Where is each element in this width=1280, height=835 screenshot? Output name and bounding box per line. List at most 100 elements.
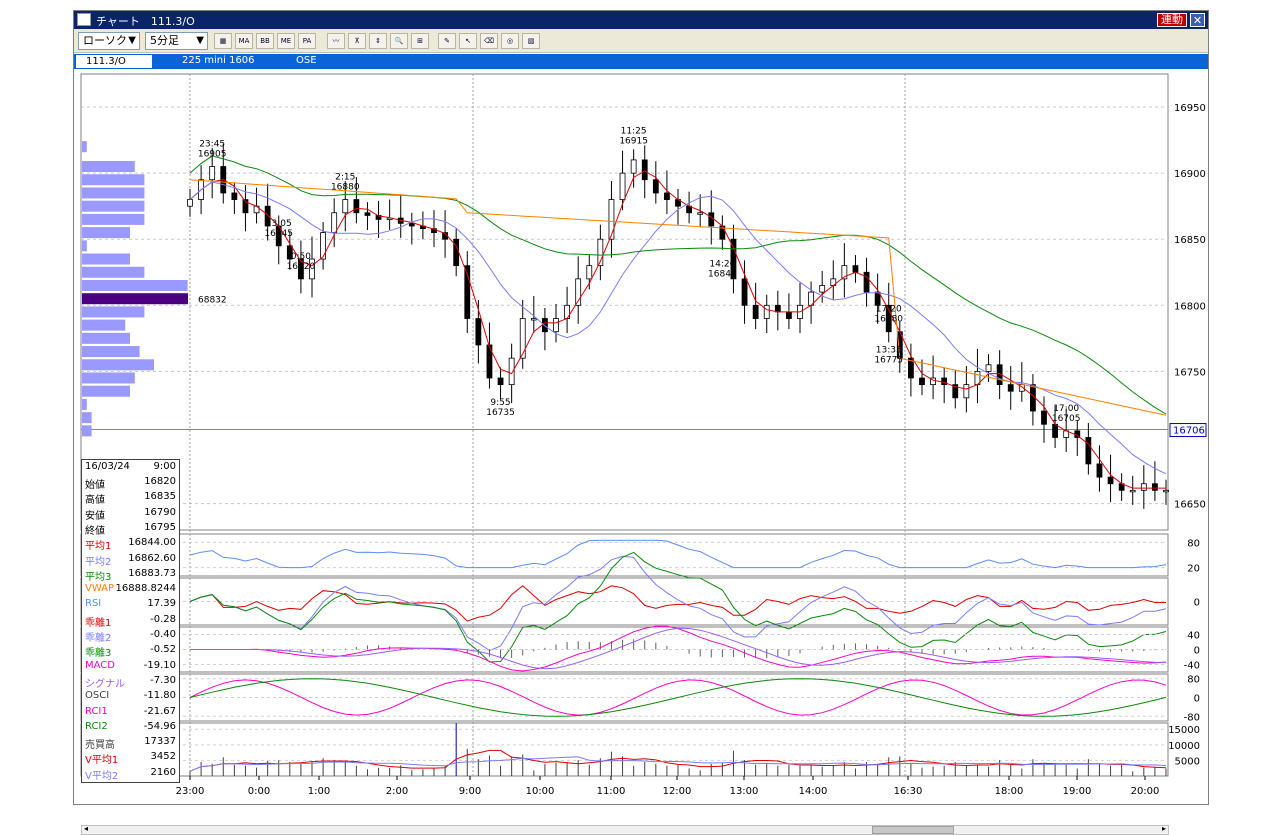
candle-down [231, 192, 238, 200]
macd-tick-label: -40 [1184, 661, 1200, 672]
profile-bar [82, 359, 154, 371]
annotation-price: 16905 [198, 150, 227, 160]
toolbar-indicator-icon[interactable]: ⊞ [411, 33, 429, 49]
close-button[interactable]: ✕ [1190, 13, 1205, 27]
signal-line [190, 627, 1167, 670]
toolbar-ma-icon[interactable]: MA [235, 33, 253, 49]
profile-bar [82, 161, 135, 173]
scroll-thumb[interactable] [872, 826, 954, 834]
candle-up [320, 232, 326, 260]
chart-type-dropdown[interactable]: ローソク ▼ [78, 32, 140, 50]
candle-up [575, 278, 582, 306]
annotation-time: 17:20 [876, 305, 902, 315]
scroll-right-icon[interactable]: ▸ [1161, 824, 1166, 833]
annotation-time: 13:35 [876, 345, 902, 355]
volume-ma2-line [189, 756, 1167, 772]
annotation-price: 16820 [287, 262, 316, 272]
interval-dropdown[interactable]: 5分足 ▼ [145, 32, 208, 50]
data-row-value: -0.28 [150, 613, 176, 625]
deviation3-line [189, 551, 1167, 663]
annotation-price: 16880 [331, 183, 360, 193]
time-tick-label: 11:00 [597, 786, 626, 797]
sync-button[interactable]: 連動 [1157, 13, 1187, 27]
toolbar-chart-settings-icon[interactable]: ▦ [214, 33, 232, 49]
candle-up [597, 238, 604, 267]
candle-down [652, 179, 659, 194]
profile-bar [82, 425, 92, 437]
volume-tick-label: 15000 [1168, 725, 1200, 736]
toolbar-pen-icon[interactable]: ✎ [438, 33, 456, 49]
annotation-price: 16705 [1052, 414, 1081, 424]
instrument-name: 225 mini 1606 [182, 55, 255, 66]
toolbar-high-low-icon[interactable]: ⊼ [348, 33, 366, 49]
vwap-line [189, 179, 1167, 416]
profile-bar [82, 174, 145, 186]
toolbar-me-icon[interactable]: ME [277, 33, 295, 49]
toolbar-pointer-icon[interactable]: ↖ [459, 33, 477, 49]
time-tick-label: 19:00 [1063, 786, 1092, 797]
data-row-label: RSI [85, 598, 102, 610]
annotation-time: 23:05 [266, 219, 292, 229]
candle-up [508, 357, 515, 386]
candle-up [187, 199, 193, 207]
candle-up [342, 199, 349, 214]
data-row-label: 高値 [85, 495, 105, 507]
annotation-price: 16735 [486, 408, 515, 418]
data-row: 始値 16820 [82, 476, 179, 491]
window-title: チャート 111.3/O [96, 15, 195, 28]
chevron-down-icon: ▼ [196, 35, 204, 46]
data-row: 高値 16835 [82, 491, 179, 506]
candle-down [542, 318, 548, 333]
profile-bar [82, 346, 140, 358]
candle-up [608, 199, 615, 240]
chart-canvas[interactable]: 16950 16900 16850 16800 16750 16650 16706 23:00… [74, 70, 1208, 805]
time-tick-label: 23:00 [176, 786, 205, 797]
profile-bar [82, 319, 126, 331]
candle-down [1152, 483, 1158, 491]
time-tick-label: 14:00 [799, 786, 828, 797]
ma3-line [189, 155, 1167, 415]
toolbar-fibonacci-icon[interactable]: ▧ [522, 33, 540, 49]
rsi-line [189, 539, 1167, 569]
symbol-bar: 111.3/O 225 mini 1606 OSE [74, 54, 1208, 69]
candle-up [763, 304, 770, 319]
candle-up [630, 159, 637, 174]
candle-down [286, 245, 293, 260]
candle-down [919, 377, 925, 386]
candle-up [1129, 489, 1136, 493]
data-row-label: 乖離3 [85, 648, 112, 660]
toolbar-line-icon[interactable]: 〰 [327, 33, 345, 49]
rci1-line [189, 679, 1167, 716]
toolbar-zoom-icon[interactable]: 🔍 [390, 33, 408, 49]
profile-bar [82, 141, 87, 153]
volume-ma1-line [189, 749, 1167, 772]
rci2-line [189, 678, 1167, 717]
symbol-field[interactable]: 111.3/O [76, 55, 152, 68]
toolbar-bb-icon[interactable]: BB [256, 33, 274, 49]
data-row-label: MACD [85, 659, 115, 671]
profile-bar [82, 200, 145, 212]
data-row: 安値 16790 [82, 507, 179, 522]
data-row: 乖離1 -0.28 [82, 614, 179, 629]
chart-area[interactable]: 16950 16900 16850 16800 16750 16650 16706 23:00… [74, 70, 1208, 835]
candle-down [475, 318, 482, 346]
candle-down [1052, 423, 1058, 438]
scroll-left-icon[interactable]: ◂ [84, 824, 89, 833]
title-bar[interactable]: チャート 111.3/O 連動 ✕ [74, 11, 1208, 29]
toolbar-eraser-icon[interactable]: ⌫ [480, 33, 498, 49]
data-row-value: 16820 [144, 476, 176, 487]
data-row-label: RCI2 [85, 720, 108, 732]
rsi-tick-label: 80 [1187, 538, 1200, 549]
toolbar-magnet-icon[interactable]: ◎ [501, 33, 519, 49]
candle-up [586, 265, 593, 280]
time-tick-label: 2:00 [386, 786, 408, 797]
annotation-time: 0:50 [291, 252, 311, 262]
candle-down [852, 265, 859, 273]
horizontal-scrollbar[interactable]: ◂ ▸ [81, 824, 1169, 835]
rsi-tick-label: 20 [1187, 564, 1200, 575]
toolbar-pa-icon[interactable]: PA [298, 33, 316, 49]
data-row-value: 16835 [144, 491, 176, 503]
toolbar-scale-icon[interactable]: ⇕ [369, 33, 387, 49]
candle-down [408, 222, 415, 227]
candle-up [519, 318, 526, 359]
